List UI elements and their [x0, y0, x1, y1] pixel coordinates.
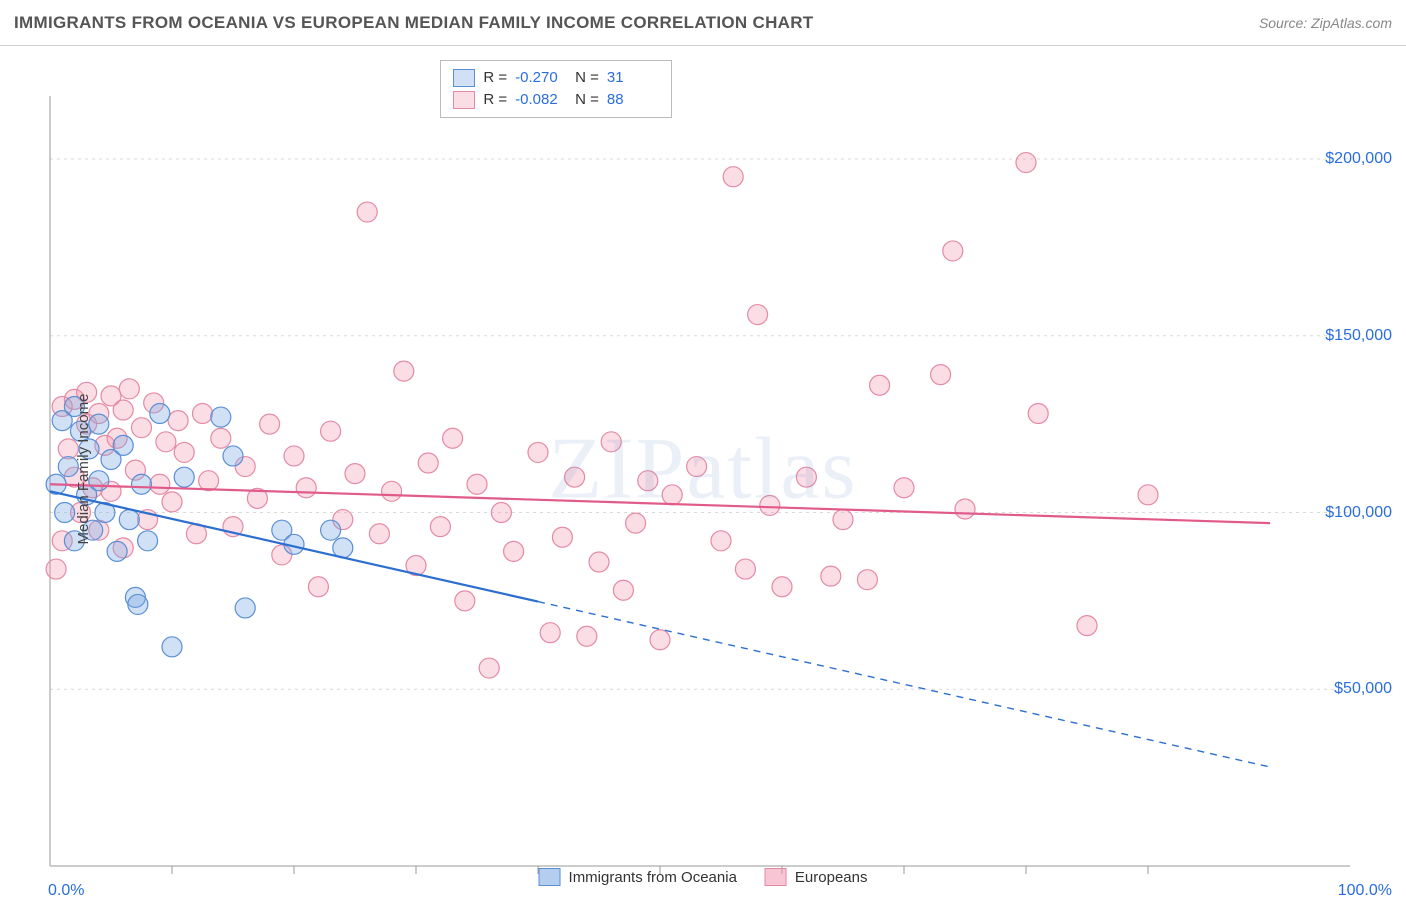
y-axis-label: Median Family Income — [75, 394, 92, 545]
plot-area: Median Family Income ZIPatlas R =-0.270N… — [0, 46, 1406, 892]
n-value: 88 — [607, 89, 659, 111]
r-label: R = — [483, 89, 507, 111]
x-axis-end-label: 100.0% — [1338, 882, 1392, 900]
r-value: -0.082 — [515, 89, 567, 111]
source-prefix: Source: — [1259, 15, 1311, 31]
y-tick-label: $100,000 — [1325, 504, 1392, 522]
correlation-legend: R = -0.270 N = 31 R = -0.082 N = 88 — [440, 60, 672, 118]
y-tick-label: $50,000 — [1334, 680, 1392, 698]
legend-item: Europeans — [765, 868, 868, 886]
n-label: N = — [575, 89, 599, 111]
r-value: -0.270 — [515, 67, 567, 89]
y-tick-label: $200,000 — [1325, 150, 1392, 168]
legend-stat-row: R = -0.082 N = 88 — [453, 89, 659, 111]
y-tick-label: $150,000 — [1325, 327, 1392, 345]
n-label: N = — [575, 67, 599, 89]
legend-item: Immigrants from Oceania — [539, 868, 737, 886]
legend-label: Europeans — [795, 869, 868, 886]
legend-swatch — [453, 91, 475, 109]
series-legend: Immigrants from Oceania Europeans — [539, 868, 868, 886]
chart-source: Source: ZipAtlas.com — [1259, 15, 1392, 31]
legend-label: Immigrants from Oceania — [569, 869, 737, 886]
source-name: ZipAtlas.com — [1311, 15, 1392, 31]
chart-header: IMMIGRANTS FROM OCEANIA VS EUROPEAN MEDI… — [0, 0, 1406, 46]
r-label: R = — [483, 67, 507, 89]
chart-title: IMMIGRANTS FROM OCEANIA VS EUROPEAN MEDI… — [14, 13, 814, 33]
legend-swatch — [539, 868, 561, 886]
scatter-chart-svg — [0, 46, 1406, 892]
legend-swatch — [453, 69, 475, 87]
legend-stat-row: R = -0.270 N = 31 — [453, 67, 659, 89]
legend-swatch — [765, 868, 787, 886]
x-axis-start-label: 0.0% — [48, 882, 84, 900]
n-value: 31 — [607, 67, 659, 89]
